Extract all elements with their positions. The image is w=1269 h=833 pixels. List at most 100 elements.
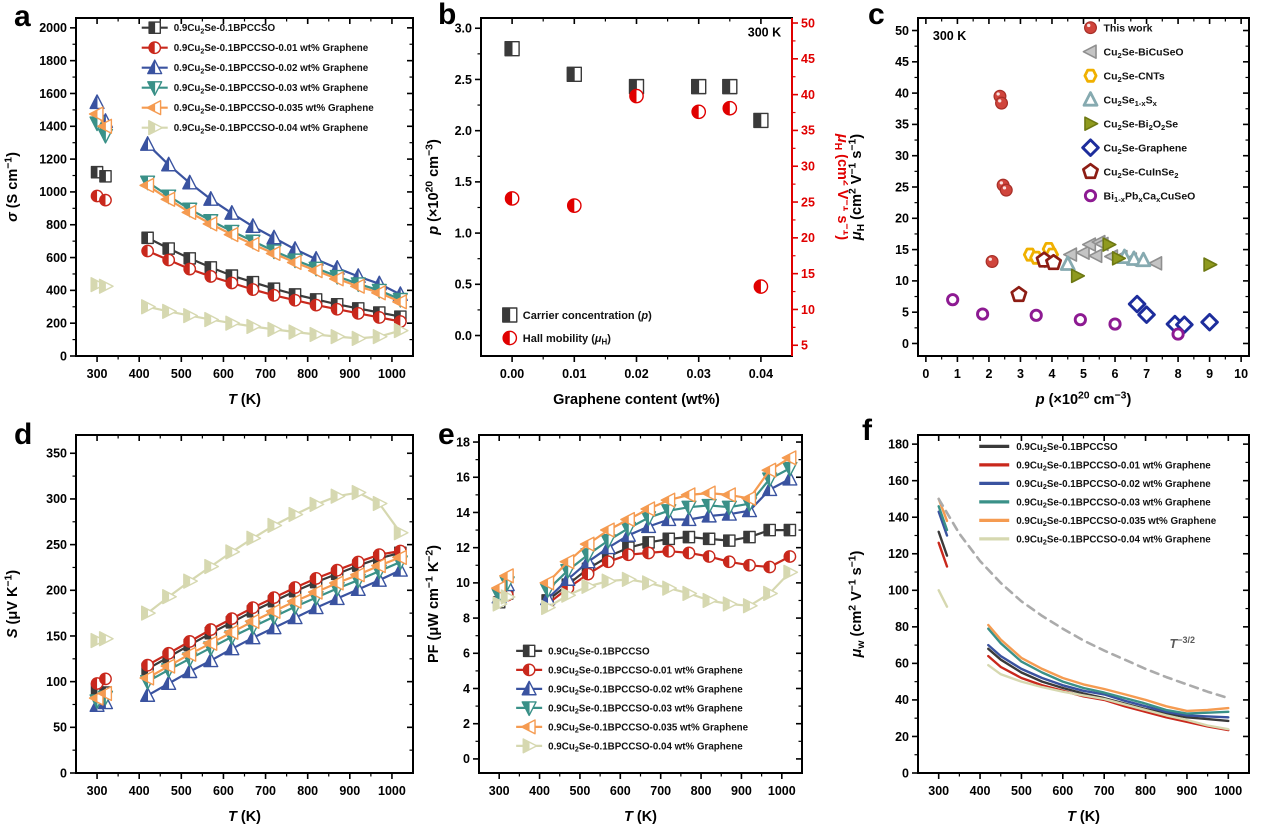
svg-text:16: 16 <box>456 471 470 485</box>
svg-text:600: 600 <box>213 367 234 381</box>
svg-text:800: 800 <box>1135 784 1156 798</box>
panel-letter-b: b <box>438 0 457 31</box>
svg-text:4: 4 <box>1048 367 1055 381</box>
svg-text:PF (μW cm−1 K−2): PF (μW cm−1 K−2) <box>425 545 442 663</box>
svg-text:S (μV K−1): S (μV K−1) <box>4 570 22 638</box>
svg-text:0.03: 0.03 <box>687 367 711 381</box>
svg-text:140: 140 <box>888 511 909 525</box>
svg-text:0.5: 0.5 <box>455 278 472 292</box>
svg-text:1000: 1000 <box>378 784 406 798</box>
svg-text:40: 40 <box>895 693 909 707</box>
svg-text:Cu2Se-Graphene: Cu2Se-Graphene <box>1104 142 1188 155</box>
svg-text:0: 0 <box>922 367 929 381</box>
svg-text:2: 2 <box>463 717 470 731</box>
series-5 <box>1127 294 1219 334</box>
svg-text:50: 50 <box>801 16 815 30</box>
svg-text:15: 15 <box>895 243 909 257</box>
svg-text:8: 8 <box>463 611 470 625</box>
panel-a-chart: 300 400 500 600 700 800 900 1000 0 200 400 600 800 10… <box>4 17 414 408</box>
legend: This work Cu2Se-BiCuSeO Cu2Se-CNTs Cu2Se1-x… <box>1081 21 1196 204</box>
svg-text:p (×1020 cm−3): p (×1020 cm−3) <box>1035 391 1132 409</box>
series-5 <box>90 484 409 649</box>
svg-text:350: 350 <box>46 447 67 461</box>
svg-text:15: 15 <box>801 267 815 281</box>
svg-text:500: 500 <box>1011 784 1032 798</box>
series-2 <box>937 510 1230 719</box>
panel-letter-c: c <box>868 0 885 31</box>
svg-text:0.9Cu2Se-0.1BPCCSO-0.04 wt% Gr: 0.9Cu2Se-0.1BPCCSO-0.04 wt% Graphene <box>548 741 743 753</box>
svg-text:500: 500 <box>570 784 591 798</box>
svg-text:300 K: 300 K <box>933 29 966 43</box>
svg-text:0.9Cu2Se-0.1BPCCSO-0.01 wt% Gr: 0.9Cu2Se-0.1BPCCSO-0.01 wt% Graphene <box>174 43 369 55</box>
svg-text:1.5: 1.5 <box>455 175 472 189</box>
svg-text:50: 50 <box>895 24 909 38</box>
axes: 300 400 500 600 700 800 900 1000 0 20 40 60 80 100 120… <box>848 434 1250 825</box>
series-4 <box>937 497 1230 713</box>
svg-text:300: 300 <box>87 784 108 798</box>
panel-f-chart: 300 400 500 600 700 800 900 1000 0 20 40 60 80 100 120… <box>848 434 1250 825</box>
svg-text:1000: 1000 <box>378 367 406 381</box>
panel-e-chart: 300 400 500 600 700 800 900 1000 0 2 4 6 8 10 12 14 16 18… <box>425 434 803 825</box>
svg-text:1200: 1200 <box>39 152 67 166</box>
svg-text:Cu2Se-BiCuSeO: Cu2Se-BiCuSeO <box>1104 46 1184 59</box>
legend: 0.9Cu2Se-0.1BPCCSO 0.9Cu2Se-0.1BPCCSO-0.0… <box>979 442 1217 547</box>
svg-text:0.0: 0.0 <box>455 329 472 343</box>
svg-text:1000: 1000 <box>1214 784 1242 798</box>
svg-text:5: 5 <box>1080 367 1087 381</box>
svg-text:7: 7 <box>1143 367 1150 381</box>
svg-text:6: 6 <box>463 647 470 661</box>
svg-text:200: 200 <box>46 316 67 330</box>
svg-text:5: 5 <box>902 305 909 319</box>
svg-text:0.9Cu2Se-0.1BPCCSO-0.04 wt% Gr: 0.9Cu2Se-0.1BPCCSO-0.04 wt% Graphene <box>174 123 369 135</box>
annotation: 300 K <box>748 26 781 40</box>
svg-text:300: 300 <box>928 784 949 798</box>
svg-text:400: 400 <box>529 784 550 798</box>
svg-text:σ (S cm−1): σ (S cm−1) <box>4 152 22 222</box>
svg-text:400: 400 <box>129 784 150 798</box>
svg-text:800: 800 <box>297 784 318 798</box>
svg-text:T (K): T (K) <box>228 392 261 408</box>
svg-text:μH (cm2 V−1 s−1): μH (cm2 V−1 s−1) <box>832 133 848 240</box>
svg-text:0.9Cu2Se-0.1BPCCSO-0.01 wt% Gr: 0.9Cu2Se-0.1BPCCSO-0.01 wt% Graphene <box>1016 460 1211 472</box>
svg-text:100: 100 <box>888 584 909 598</box>
svg-text:45: 45 <box>895 55 909 69</box>
svg-text:40: 40 <box>801 88 815 102</box>
svg-text:6: 6 <box>1112 367 1119 381</box>
svg-text:Bi1-xPbxCaxCuSeO: Bi1-xPbxCaxCuSeO <box>1104 190 1196 203</box>
svg-text:180: 180 <box>888 437 909 451</box>
series-0 <box>985 89 1013 268</box>
svg-text:T (K): T (K) <box>1067 809 1100 825</box>
svg-text:10: 10 <box>1234 367 1248 381</box>
series-1 <box>504 88 769 294</box>
svg-text:80: 80 <box>895 620 909 634</box>
svg-text:0.02: 0.02 <box>624 367 648 381</box>
svg-text:30: 30 <box>895 149 909 163</box>
svg-text:900: 900 <box>1177 784 1198 798</box>
svg-text:1800: 1800 <box>39 54 67 68</box>
series-0 <box>504 41 769 129</box>
svg-text:400: 400 <box>46 284 67 298</box>
svg-text:700: 700 <box>255 784 276 798</box>
svg-text:T (K): T (K) <box>228 809 261 825</box>
svg-text:0.9Cu2Se-0.1BPCCSO-0.03 wt% Gr: 0.9Cu2Se-0.1BPCCSO-0.03 wt% Graphene <box>1016 497 1211 509</box>
legend: Carrier concentration (p) Hall mobility (… <box>502 307 652 346</box>
panel-b-chart: 0.00 0.01 0.02 0.03 0.04 0.0 0.5 1.0 1.5 2.0 2.5 3.… <box>425 16 848 408</box>
svg-text:600: 600 <box>46 251 67 265</box>
svg-text:3.0: 3.0 <box>455 22 472 36</box>
svg-text:250: 250 <box>46 538 67 552</box>
svg-text:200: 200 <box>46 584 67 598</box>
svg-text:25: 25 <box>801 195 815 209</box>
svg-text:Cu2Se-CuInSe2: Cu2Se-CuInSe2 <box>1104 166 1179 179</box>
svg-text:800: 800 <box>297 367 318 381</box>
series-7 <box>946 293 1185 341</box>
annotation: T−3/2 <box>1170 635 1195 651</box>
svg-text:0.9Cu2Se-0.1BPCCSO-0.02 wt% Gr: 0.9Cu2Se-0.1BPCCSO-0.02 wt% Graphene <box>1016 479 1211 491</box>
svg-text:0: 0 <box>463 752 470 766</box>
svg-text:900: 900 <box>339 784 360 798</box>
svg-text:400: 400 <box>970 784 991 798</box>
series-4 <box>490 450 797 596</box>
series-0 <box>937 530 1230 723</box>
svg-text:0.9Cu2Se-0.1BPCCSO-0.02 wt% Gr: 0.9Cu2Se-0.1BPCCSO-0.02 wt% Graphene <box>548 684 743 696</box>
svg-text:150: 150 <box>46 629 67 643</box>
